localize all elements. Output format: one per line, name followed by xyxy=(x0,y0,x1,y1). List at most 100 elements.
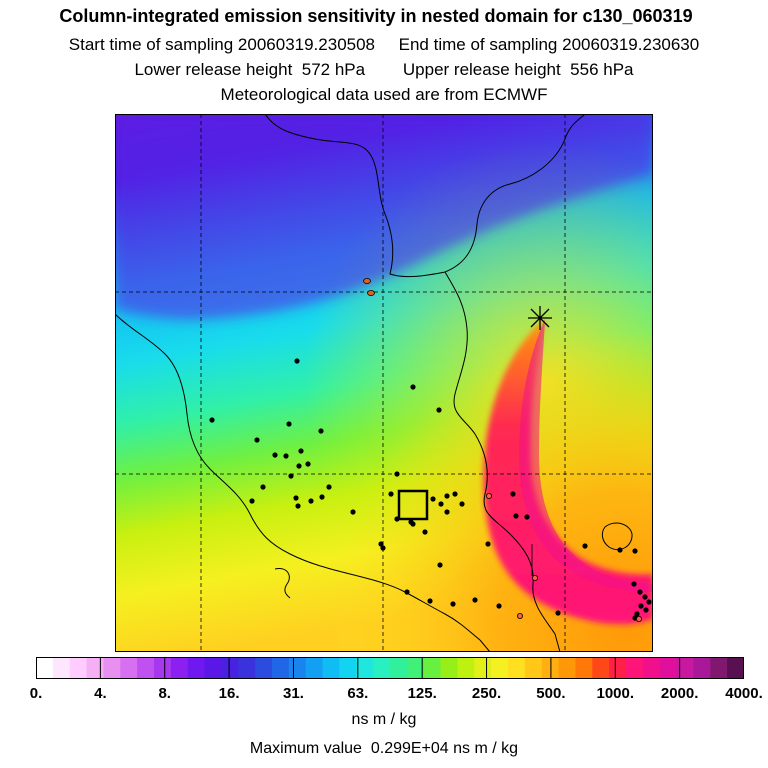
black-dot-icon xyxy=(496,603,502,609)
colorbar-cell xyxy=(322,657,341,679)
start-label: Start time of sampling xyxy=(68,35,234,54)
station-markers-colored xyxy=(363,277,643,622)
maximum-label: Maximum value xyxy=(249,740,362,757)
colorbar-tick-label: 250. xyxy=(471,685,502,702)
black-dot-icon xyxy=(319,494,325,500)
lower-label: Lower release height xyxy=(134,60,293,79)
black-dot-icon xyxy=(444,493,450,499)
coastlines xyxy=(115,114,633,652)
black-dot-icon xyxy=(555,610,561,616)
colorbar-cell xyxy=(170,657,189,679)
colorbar-cell xyxy=(676,657,695,679)
black-dot-icon xyxy=(318,428,324,434)
red-dot-icon xyxy=(367,289,375,296)
black-dot-icon xyxy=(294,358,300,364)
black-dot-icon xyxy=(254,437,260,443)
colorbar-cell xyxy=(727,657,744,679)
colorbar-cell xyxy=(356,657,374,679)
colorbar-cell xyxy=(508,657,526,679)
black-dot-icon xyxy=(450,601,456,607)
black-dot-icon xyxy=(642,594,648,600)
black-dot-icon xyxy=(444,509,450,515)
colorbar-cell xyxy=(187,657,206,679)
colorbar-cell xyxy=(255,657,273,679)
black-dot-icon xyxy=(272,452,278,458)
black-dot-icon xyxy=(305,461,311,467)
colorbar-cell xyxy=(474,657,492,679)
colorbar-cell xyxy=(575,657,593,679)
colorbar-cell xyxy=(457,657,475,679)
colorbar-tick-label: 125. xyxy=(407,685,437,702)
black-dot-icon xyxy=(452,491,458,497)
colorbar-cell xyxy=(423,657,442,679)
colorbar-cell xyxy=(390,657,408,679)
black-dot-icon xyxy=(249,498,255,504)
black-dot-icon xyxy=(378,541,384,547)
release-heights: Lower release height 572 hPa Upper relea… xyxy=(0,60,768,80)
black-dot-icon xyxy=(308,498,314,504)
sampling-times: Start time of sampling 20060319.230508 E… xyxy=(0,35,768,55)
black-dot-icon xyxy=(634,611,640,617)
lower-value: 572 hPa xyxy=(301,60,366,79)
upper-value: 556 hPa xyxy=(570,60,634,79)
colorbar-cell xyxy=(440,657,459,679)
end-value: 20060319.230630 xyxy=(562,35,700,54)
colorbar-cell xyxy=(272,657,290,679)
colorbar-tick-label: 2000. xyxy=(660,685,699,702)
black-dot-icon xyxy=(388,491,394,497)
black-dot-icon xyxy=(437,562,443,568)
black-dot-icon xyxy=(485,541,491,547)
black-dot-icon xyxy=(209,417,215,423)
black-dot-icon xyxy=(472,597,478,603)
colorbar-tick-label: 4000. xyxy=(725,685,763,702)
colorbar-cell xyxy=(204,657,223,679)
black-dot-icon xyxy=(430,496,436,502)
black-dot-icon xyxy=(513,513,519,519)
red-dot-icon xyxy=(636,615,643,622)
start-value: 20060319.230508 xyxy=(237,35,376,54)
black-dot-icon xyxy=(288,473,294,479)
lat-lon-grid xyxy=(115,114,653,652)
colorbar-cell xyxy=(406,657,425,679)
square-outline-icon xyxy=(397,489,429,521)
black-dot-icon xyxy=(436,407,442,413)
colorbar-cell xyxy=(120,657,138,679)
black-dot-icon xyxy=(286,421,292,427)
colorbar-cell xyxy=(558,657,577,679)
page-title: Column-integrated emission sensitivity i… xyxy=(59,6,693,26)
colorbar-cell xyxy=(103,657,121,679)
colorbar-cell xyxy=(491,657,509,679)
colorbar-tick-label: 0. xyxy=(29,685,43,702)
colorbar-cell xyxy=(154,657,172,679)
colorbar-cell xyxy=(659,657,678,679)
black-dot-icon xyxy=(459,501,465,507)
black-dot-icon xyxy=(293,495,299,501)
red-dot-icon xyxy=(531,574,538,581)
maximum-number: 0.299E+04 xyxy=(370,740,449,757)
colorbar-tick-label: 31. xyxy=(283,685,304,702)
colorbar-cell xyxy=(524,657,543,679)
colorbar-tick-label: 8. xyxy=(158,685,171,702)
black-dot-icon xyxy=(326,484,332,490)
black-dot-icon xyxy=(394,471,400,477)
map-frame xyxy=(115,114,653,652)
black-dot-icon xyxy=(438,501,444,507)
black-dot-icon xyxy=(582,543,588,549)
maximum-units: ns m / kg xyxy=(453,740,519,757)
colorbar-cell xyxy=(710,657,728,679)
colorbar-cell xyxy=(339,657,357,679)
colorbar-cell xyxy=(69,657,88,679)
red-dot-icon xyxy=(485,492,492,499)
colorbar-cell xyxy=(86,657,105,679)
black-dot-icon xyxy=(283,453,289,459)
black-dot-icon xyxy=(637,589,643,595)
colorbar-cell xyxy=(221,657,239,679)
colorbar-tick-label: 1000. xyxy=(596,685,635,702)
plume xyxy=(483,319,653,625)
black-dot-icon xyxy=(643,607,649,613)
colorbar-tick-label: 63. xyxy=(347,685,369,702)
black-dot-icon xyxy=(524,514,530,520)
black-dot-icon xyxy=(646,599,652,605)
colorbar-cell xyxy=(288,657,307,679)
maximum-value: Maximum value 0.299E+04 ns m / kg xyxy=(0,740,768,758)
